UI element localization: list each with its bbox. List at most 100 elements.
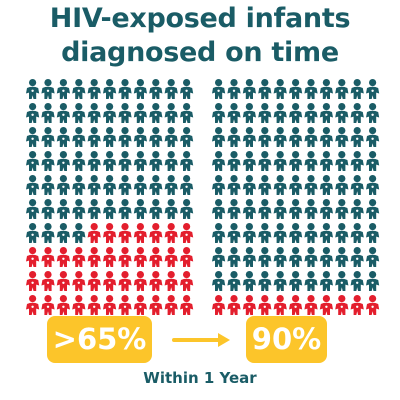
infant-icon xyxy=(212,175,226,195)
infant-icon xyxy=(227,79,241,99)
infant-icon xyxy=(118,151,132,171)
infant-icon xyxy=(149,79,163,99)
infant-icon xyxy=(180,223,194,243)
infant-icon xyxy=(350,223,364,243)
infant-icon xyxy=(164,151,178,171)
infant-icon xyxy=(41,79,55,99)
infant-icon xyxy=(212,103,226,123)
infant-icon xyxy=(304,103,318,123)
infant-icon xyxy=(41,151,55,171)
infant-icon xyxy=(350,271,364,291)
infant-icon xyxy=(289,295,303,315)
infant-icon xyxy=(72,223,86,243)
infant-icon xyxy=(103,79,117,99)
infant-icon xyxy=(319,295,333,315)
infant-icon xyxy=(118,295,132,315)
infant-icon xyxy=(164,127,178,147)
infant-icon xyxy=(149,199,163,219)
infant-icon xyxy=(103,103,117,123)
infant-icon xyxy=(258,295,272,315)
infant-icon xyxy=(212,295,226,315)
infant-icon xyxy=(87,151,101,171)
infant-icon xyxy=(273,295,287,315)
infant-icon xyxy=(164,247,178,267)
infant-icon xyxy=(212,247,226,267)
infant-icon xyxy=(304,247,318,267)
infant-icon xyxy=(366,271,380,291)
infant-icon xyxy=(319,103,333,123)
infant-icon xyxy=(164,79,178,99)
infant-icon xyxy=(227,247,241,267)
infant-icon xyxy=(366,199,380,219)
infant-icon xyxy=(242,151,256,171)
infant-icon xyxy=(335,79,349,99)
infant-icon xyxy=(87,271,101,291)
infant-icon xyxy=(118,271,132,291)
infant-icon xyxy=(103,295,117,315)
infant-icon xyxy=(118,199,132,219)
infant-icon xyxy=(258,103,272,123)
infant-icon xyxy=(103,271,117,291)
infant-icon xyxy=(304,151,318,171)
infant-icon xyxy=(72,271,86,291)
infant-icon xyxy=(103,223,117,243)
infant-icon xyxy=(87,247,101,267)
infant-icon xyxy=(227,103,241,123)
infant-icon xyxy=(212,223,226,243)
infant-icon xyxy=(350,199,364,219)
infant-icon xyxy=(103,199,117,219)
infant-icon xyxy=(273,127,287,147)
infant-icon xyxy=(87,175,101,195)
infant-icon xyxy=(41,127,55,147)
infant-icon xyxy=(56,295,70,315)
infant-icon xyxy=(41,175,55,195)
infant-icon xyxy=(366,127,380,147)
infant-icon xyxy=(350,151,364,171)
infant-icon xyxy=(103,175,117,195)
infant-icon xyxy=(227,199,241,219)
infant-icon xyxy=(149,127,163,147)
infant-icon xyxy=(212,271,226,291)
infant-icon xyxy=(212,199,226,219)
infant-icon xyxy=(335,223,349,243)
arrow-right-icon xyxy=(172,333,230,347)
infant-icon xyxy=(319,127,333,147)
infant-icon xyxy=(164,271,178,291)
infant-icon xyxy=(56,103,70,123)
infant-icon xyxy=(258,79,272,99)
infant-icon xyxy=(289,247,303,267)
infant-icon xyxy=(41,199,55,219)
infant-icon xyxy=(273,175,287,195)
infant-icon xyxy=(273,79,287,99)
infant-icon xyxy=(26,295,40,315)
infant-icon xyxy=(258,247,272,267)
infant-icon xyxy=(319,271,333,291)
infant-icon xyxy=(242,199,256,219)
infant-icon xyxy=(289,151,303,171)
infant-icon xyxy=(72,151,86,171)
infant-icon xyxy=(258,175,272,195)
infant-icon xyxy=(118,79,132,99)
infant-icon xyxy=(350,247,364,267)
infant-icon xyxy=(335,199,349,219)
infant-icon xyxy=(26,175,40,195)
infant-icon xyxy=(133,127,147,147)
infant-icon xyxy=(242,79,256,99)
infant-icon xyxy=(103,151,117,171)
infant-icon xyxy=(319,247,333,267)
infant-icon xyxy=(56,271,70,291)
infant-icon xyxy=(149,247,163,267)
infant-icon xyxy=(227,151,241,171)
infant-icon xyxy=(212,127,226,147)
infant-icon xyxy=(26,151,40,171)
infant-icon xyxy=(350,127,364,147)
infant-icon xyxy=(180,127,194,147)
infant-icon xyxy=(258,271,272,291)
infant-icon xyxy=(133,295,147,315)
infant-icon xyxy=(319,79,333,99)
infant-icon xyxy=(26,271,40,291)
infant-icon xyxy=(118,247,132,267)
infant-icon xyxy=(26,247,40,267)
infant-icon xyxy=(133,79,147,99)
infant-icon xyxy=(227,223,241,243)
